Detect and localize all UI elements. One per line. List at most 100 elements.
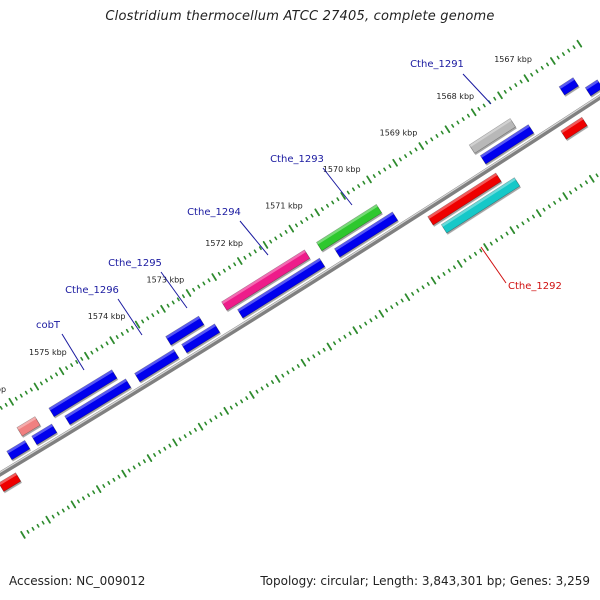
tick-mark: [588, 174, 595, 183]
tick-mark: [385, 308, 389, 313]
cds-cthe-1293[interactable]: [316, 203, 383, 252]
tick-mark: [516, 224, 520, 229]
tick-mark: [20, 530, 26, 539]
tick-mark: [572, 45, 576, 50]
cds-reverse-1[interactable]: [427, 172, 502, 226]
tick-mark: [151, 313, 155, 318]
gene-leader-line: [239, 220, 269, 256]
tick-mark: [202, 281, 206, 286]
tick-mark: [8, 397, 14, 406]
tick-mark: [547, 204, 551, 209]
cds-cthe-1295-highlight: [165, 316, 201, 339]
tick-mark: [383, 167, 387, 172]
tick-mark: [14, 396, 18, 401]
tick-mark: [576, 39, 583, 48]
tick-mark: [364, 321, 368, 326]
tick-mark: [156, 310, 160, 314]
tick-mark: [248, 252, 252, 257]
tick-mark: [497, 91, 503, 100]
cds-cthe-1294[interactable]: [221, 249, 311, 311]
gene-label-cthe-1293[interactable]: Cthe_1293: [270, 154, 324, 165]
tick-mark: [193, 427, 197, 432]
cds-cobt[interactable]: [48, 369, 118, 418]
cds-forward-inner-7-highlight: [31, 424, 54, 439]
gene-leader-line: [117, 298, 143, 336]
tick-mark: [70, 363, 74, 367]
scale-label: 1575 kbp: [29, 348, 67, 357]
cds-forward-inner-2[interactable]: [334, 211, 399, 258]
gene-label-cthe-1291[interactable]: Cthe_1291: [410, 59, 464, 70]
tick-mark: [369, 318, 373, 323]
tick-mark: [357, 184, 361, 188]
tick-mark: [95, 347, 99, 352]
scale-label: 1569 kbp: [380, 129, 418, 138]
cds-forward-inner-1[interactable]: [479, 124, 535, 165]
cds-reverse-2-highlight: [560, 117, 584, 134]
cds-cthe-1291[interactable]: [468, 118, 517, 154]
tick-mark: [463, 258, 467, 263]
tick-mark: [451, 123, 455, 128]
tick-mark: [166, 303, 170, 308]
tick-mark: [281, 373, 285, 378]
gene-label-cobt[interactable]: cobT: [36, 320, 61, 331]
tick-mark: [531, 214, 535, 219]
tick-mark: [172, 438, 178, 447]
tick-mark: [489, 241, 493, 246]
gene-label-cthe-1294[interactable]: Cthe_1294: [187, 207, 241, 218]
tick-mark: [0, 405, 3, 410]
cds-reverse-3[interactable]: [0, 472, 22, 492]
cds-forward-inner-6[interactable]: [64, 378, 132, 426]
cds-forward-inner-8[interactable]: [6, 439, 31, 461]
tick-mark: [137, 462, 141, 467]
gene-leader-line: [61, 333, 85, 371]
tick-mark: [595, 173, 599, 178]
cds-cthe-1291-highlight: [469, 118, 512, 148]
cds-forward-inner-edge[interactable]: [584, 79, 600, 97]
tick-mark: [493, 96, 497, 101]
tick-mark: [514, 83, 518, 87]
tick-mark: [479, 248, 483, 253]
tick-mark: [561, 52, 565, 56]
tick-mark: [233, 262, 237, 267]
tick-mark: [204, 421, 208, 426]
cds-forward-inner-3[interactable]: [237, 257, 326, 319]
tick-mark: [466, 113, 470, 118]
tick-mark: [4, 402, 8, 407]
gene-label-cthe-1292[interactable]: Cthe_1292: [508, 281, 562, 292]
cds-pseudogene-pink[interactable]: [16, 416, 41, 437]
tick-mark: [300, 358, 307, 367]
tick-mark: [142, 459, 146, 464]
cds-forward-edge[interactable]: [558, 77, 579, 96]
tick-mark: [158, 449, 162, 454]
cds-cthe-1292[interactable]: [440, 177, 521, 234]
tick-mark: [348, 331, 352, 336]
cds-forward-inner-8-highlight: [6, 440, 27, 454]
tick-mark: [115, 335, 119, 339]
cds-forward-inner-5[interactable]: [134, 348, 180, 383]
tick-mark: [178, 437, 182, 442]
tick-mark: [237, 257, 243, 265]
cds-cthe-1295[interactable]: [165, 315, 205, 346]
tick-mark: [262, 241, 269, 249]
gene-label-cthe-1296[interactable]: Cthe_1296: [65, 285, 119, 296]
cds-reverse-2[interactable]: [560, 116, 588, 140]
tick-mark: [217, 271, 221, 276]
tick-mark: [100, 344, 104, 349]
tick-mark: [228, 265, 232, 270]
tick-mark: [372, 174, 376, 178]
cds-forward-inner-7[interactable]: [31, 423, 58, 446]
tick-mark: [253, 249, 257, 254]
cds-forward-inner-4[interactable]: [181, 323, 221, 354]
tick-mark: [134, 320, 141, 329]
tick-mark: [130, 325, 134, 330]
cds-cthe-1292-highlight: [441, 177, 516, 227]
gene-label-cthe-1295[interactable]: Cthe_1295: [108, 258, 162, 269]
tick-mark: [294, 223, 298, 228]
scale-label: 1574 kbp: [88, 312, 126, 321]
tick-mark: [505, 231, 509, 236]
tick-mark: [95, 485, 102, 493]
tick-mark: [400, 298, 404, 303]
tick-mark: [509, 226, 516, 234]
tick-mark: [461, 117, 465, 121]
tick-mark: [437, 275, 441, 280]
